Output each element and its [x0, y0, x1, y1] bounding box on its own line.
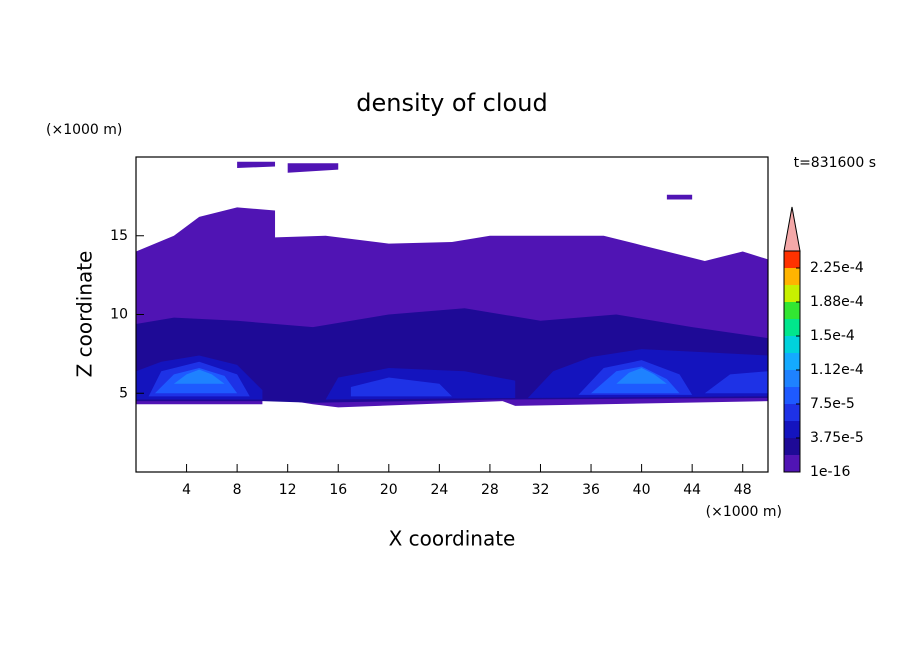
x-tick-label: 36 [582, 482, 600, 498]
colorbar-box [784, 336, 800, 353]
x-tick-label: 24 [430, 482, 448, 498]
colorbar-box [784, 319, 800, 336]
colorbar-tick-label: 1e-16 [810, 464, 850, 480]
contour-region [350, 377, 452, 397]
colorbar-tick-label: 1.12e-4 [810, 362, 864, 378]
colorbar-box [784, 302, 800, 319]
x-unit-label: (×1000 m) [706, 504, 782, 520]
x-tick-label: 8 [233, 482, 242, 498]
colorbar-box [784, 387, 800, 404]
colorbar-box [784, 455, 800, 472]
contour-region [616, 368, 667, 384]
colorbar-box [784, 251, 800, 268]
x-tick-label: 28 [481, 482, 499, 498]
x-tick-label: 32 [532, 482, 550, 498]
contour-region [704, 371, 768, 394]
x-tick-label: 44 [683, 482, 701, 498]
y-axis-label: Z coordinate [73, 251, 97, 378]
colorbar-box [784, 353, 800, 370]
colorbar-box [784, 268, 800, 285]
colorbar-tick-label: 7.5e-5 [810, 396, 855, 412]
colorbar-tick-label: 1.88e-4 [810, 294, 864, 310]
colorbar-box [784, 285, 800, 302]
time-annotation: t=831600 s [794, 155, 876, 171]
chart-title: density of cloud [356, 89, 547, 117]
contour-region [173, 369, 225, 384]
x-tick-label: 48 [734, 482, 752, 498]
x-axis-label: X coordinate [389, 527, 516, 551]
y-tick-label: 5 [119, 385, 128, 401]
contour-region [666, 194, 693, 200]
x-tick-label: 20 [380, 482, 398, 498]
x-tick-label: 4 [182, 482, 191, 498]
colorbar-tick-label: 1.5e-4 [810, 328, 855, 344]
x-tick-label: 12 [279, 482, 297, 498]
y-unit-label: (×1000 m) [46, 122, 122, 138]
contour-region [237, 161, 276, 169]
colorbar-box [784, 438, 800, 455]
contour-region [287, 163, 339, 173]
colorbar-box [784, 370, 800, 387]
y-tick-label: 10 [110, 307, 128, 323]
colorbar-tick-label: 2.25e-4 [810, 260, 864, 276]
x-tick-label: 40 [633, 482, 651, 498]
colorbar-box [784, 421, 800, 438]
y-tick-label: 15 [110, 228, 128, 244]
colorbar-box [784, 404, 800, 421]
colorbar-extension [783, 206, 801, 252]
colorbar-tick-label: 3.75e-5 [810, 430, 864, 446]
x-tick-label: 16 [329, 482, 347, 498]
colorbar-frame [783, 250, 801, 473]
